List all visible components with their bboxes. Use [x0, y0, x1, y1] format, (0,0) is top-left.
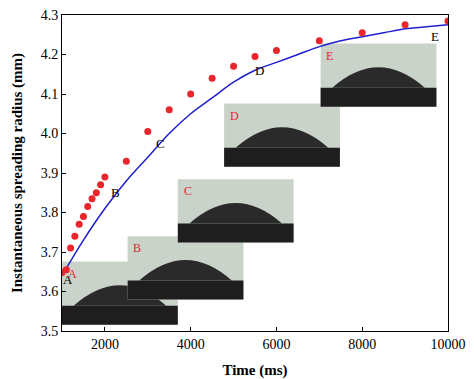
svg-text:A: A: [63, 272, 73, 287]
svg-text:C: C: [156, 136, 165, 151]
svg-text:4.0: 4.0: [41, 126, 59, 141]
svg-text:4.2: 4.2: [41, 47, 59, 62]
svg-text:4000: 4000: [177, 337, 205, 352]
svg-text:B: B: [111, 185, 120, 200]
svg-text:A: A: [68, 267, 77, 281]
svg-text:B: B: [133, 241, 141, 255]
svg-text:3.7: 3.7: [41, 245, 59, 260]
svg-text:3.6: 3.6: [41, 284, 59, 299]
svg-text:E: E: [326, 49, 333, 63]
svg-text:Instantaneous spreading radius: Instantaneous spreading radius (mm): [9, 53, 26, 293]
svg-text:4.1: 4.1: [41, 87, 59, 102]
svg-text:4.3: 4.3: [41, 8, 59, 23]
svg-text:3.9: 3.9: [41, 166, 59, 181]
svg-text:D: D: [230, 109, 239, 123]
svg-text:C: C: [184, 184, 192, 198]
svg-text:Time (ms): Time (ms): [222, 362, 287, 379]
svg-text:8000: 8000: [348, 337, 376, 352]
svg-text:D: D: [255, 63, 264, 78]
svg-text:E: E: [431, 29, 439, 44]
svg-text:6000: 6000: [262, 337, 290, 352]
svg-text:2000: 2000: [91, 337, 119, 352]
svg-text:10000: 10000: [431, 337, 466, 352]
svg-text:3.8: 3.8: [41, 205, 59, 220]
svg-text:3.5: 3.5: [41, 324, 59, 339]
